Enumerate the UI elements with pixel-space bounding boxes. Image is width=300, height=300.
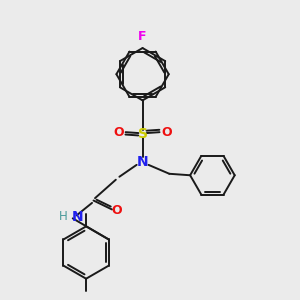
Text: N: N bbox=[72, 210, 83, 224]
Text: H: H bbox=[59, 210, 68, 223]
Text: N: N bbox=[137, 155, 148, 169]
Text: F: F bbox=[138, 30, 147, 43]
Text: O: O bbox=[113, 126, 124, 139]
Text: S: S bbox=[138, 127, 148, 141]
Text: O: O bbox=[111, 204, 122, 218]
Text: O: O bbox=[161, 126, 172, 139]
